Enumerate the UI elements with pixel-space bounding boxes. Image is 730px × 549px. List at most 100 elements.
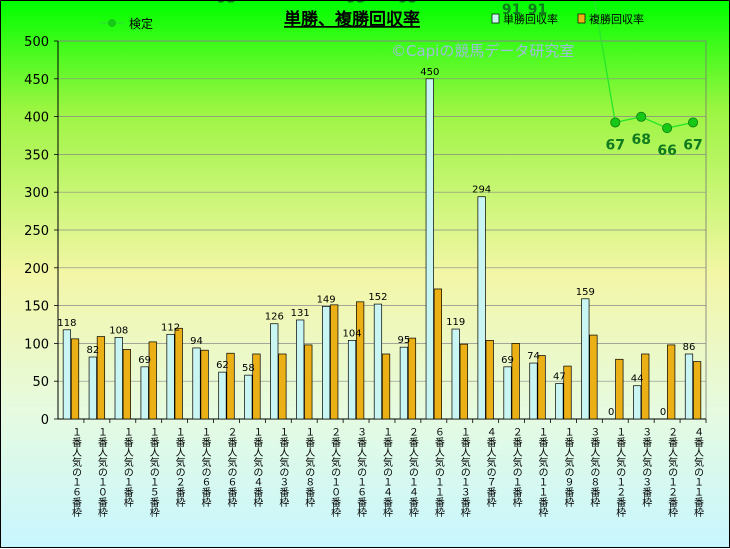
- x-tick-label: １番人気の３番枠: [277, 427, 289, 508]
- bar-fukusho: [278, 353, 287, 420]
- bar-data-label: 118: [57, 318, 76, 329]
- x-tick-label: ２番人気の１２番枠: [666, 427, 678, 518]
- y-tick-label: 500: [24, 35, 49, 50]
- line-point: [610, 117, 621, 128]
- x-tick-label: ３番人気の３番枠: [640, 427, 652, 508]
- bar-data-label: 69: [501, 355, 514, 366]
- x-tick-label: ４番人気の１１番枠: [692, 427, 704, 518]
- bar-data-label: 82: [86, 345, 99, 356]
- x-tick-label: ２番人気の６番枠: [225, 427, 237, 508]
- line-series: [593, 1, 699, 134]
- bar-fukusho: [148, 341, 157, 420]
- y-tick-label: 0: [41, 413, 49, 428]
- bar-tansho: [244, 374, 253, 420]
- bar-fukusho: [70, 338, 80, 420]
- bar-tansho: [88, 356, 97, 420]
- bar-fukusho: [174, 327, 183, 420]
- chart-title: 単勝、複勝回収率: [284, 9, 420, 30]
- bar-tansho: [373, 303, 383, 420]
- x-tick-label: １番人気の１番枠: [121, 427, 133, 508]
- legend-item-bar2: 複勝回収率: [577, 12, 644, 26]
- x-tick-label: ６番人気の１１番枠: [432, 427, 444, 518]
- y-tick-label: 400: [24, 111, 49, 126]
- bar-data-label: 44: [631, 374, 644, 385]
- bar-tansho: [270, 323, 279, 420]
- x-tick-label: １番人気の８番枠: [303, 427, 315, 508]
- line-data-label: 93: [217, 1, 236, 7]
- bar-data-label: 108: [109, 325, 128, 336]
- bar-tansho: [296, 319, 305, 420]
- bar-series: [62, 78, 702, 420]
- bar-tansho: [633, 385, 642, 420]
- x-tick-label: １番人気の４番枠: [251, 427, 263, 508]
- line-point: [636, 111, 647, 122]
- x-tick-label: １番人気の１６番枠: [69, 427, 81, 518]
- x-tick-label: ２番人気の１番枠: [510, 427, 522, 508]
- bar-fukusho: [615, 358, 624, 420]
- bar-data-label: 0: [608, 407, 614, 418]
- bar-data-label: 104: [342, 328, 361, 339]
- y-tick-label: 450: [24, 73, 49, 88]
- y-tick-label: 300: [24, 186, 49, 201]
- y-tick-label: 350: [24, 148, 49, 163]
- legend-label-bar2: 複勝回収率: [589, 12, 644, 26]
- bar-fukusho: [641, 353, 650, 420]
- bar-data-label: 69: [138, 355, 151, 366]
- bar-data-label: 112: [161, 322, 180, 333]
- x-tick-label: １番人気の１５番枠: [147, 427, 159, 518]
- bar-data-label: 74: [527, 351, 540, 362]
- x-tick-label: １番人気の１３番枠: [458, 427, 470, 518]
- legend-swatch-bar2: [577, 13, 586, 24]
- y-tick-label: 50: [32, 375, 49, 390]
- bar-fukusho: [96, 336, 106, 420]
- bar-tansho: [166, 333, 175, 420]
- watermark: ©Capiの競馬データ研究室: [391, 42, 574, 60]
- bar-data-label: 294: [472, 185, 491, 196]
- line-point: [662, 123, 673, 134]
- bar-fukusho: [485, 340, 494, 420]
- bar-fukusho: [511, 343, 520, 420]
- x-tick-label: ３番人気の１６番枠: [355, 427, 367, 518]
- legend-marker-swatch: [108, 19, 116, 27]
- bar-data-label: 126: [265, 312, 284, 323]
- y-axis: 0 50 100 150 200 250 300 350 400 450 500: [24, 35, 59, 428]
- line-data-label: 66: [657, 143, 676, 159]
- bar-tansho: [322, 306, 331, 420]
- bar-tansho: [218, 371, 227, 420]
- bar-fukusho: [407, 337, 417, 420]
- bar-tansho: [684, 353, 694, 420]
- line-point: [688, 117, 699, 128]
- y-tick-label: 100: [24, 337, 49, 352]
- bar-data-label: 119: [446, 317, 465, 328]
- x-tick-label: ２番人気の１４番枠: [406, 427, 418, 518]
- bar-data-label: 95: [398, 335, 411, 346]
- bar-data-label: 159: [576, 287, 595, 298]
- legend: 検定 単勝回収率 複勝回収率: [99, 12, 644, 31]
- bar-tansho: [451, 328, 460, 420]
- bar-fukusho: [304, 344, 313, 420]
- y-tick-label: 200: [24, 262, 49, 277]
- bar-fukusho: [252, 353, 261, 420]
- line-data-label: 91: [528, 2, 547, 18]
- bar-data-label: 62: [216, 360, 229, 371]
- bar-tansho: [399, 346, 408, 420]
- x-tick-label: ２番人気の１０番枠: [329, 427, 341, 518]
- legend-label-line: 検定: [129, 16, 153, 31]
- bar-fukusho: [226, 352, 235, 420]
- bar-tansho: [62, 329, 72, 420]
- legend-item-line: 検定: [99, 16, 153, 31]
- bar-fukusho: [667, 344, 676, 420]
- bar-tansho: [581, 298, 590, 420]
- bar-data-label: 0: [660, 407, 666, 418]
- x-tick-label: ４番人気の７番枠: [484, 427, 496, 508]
- y-tick-label: 250: [24, 224, 49, 239]
- line-data-label: 68: [631, 132, 650, 148]
- y-tick-label: 150: [24, 300, 49, 315]
- bar-data-label: 152: [368, 292, 387, 303]
- bar-fukusho: [356, 301, 365, 420]
- x-tick-label: １番人気の１１番枠: [536, 427, 548, 518]
- bar-fukusho: [381, 353, 391, 420]
- bar-tansho: [529, 362, 538, 420]
